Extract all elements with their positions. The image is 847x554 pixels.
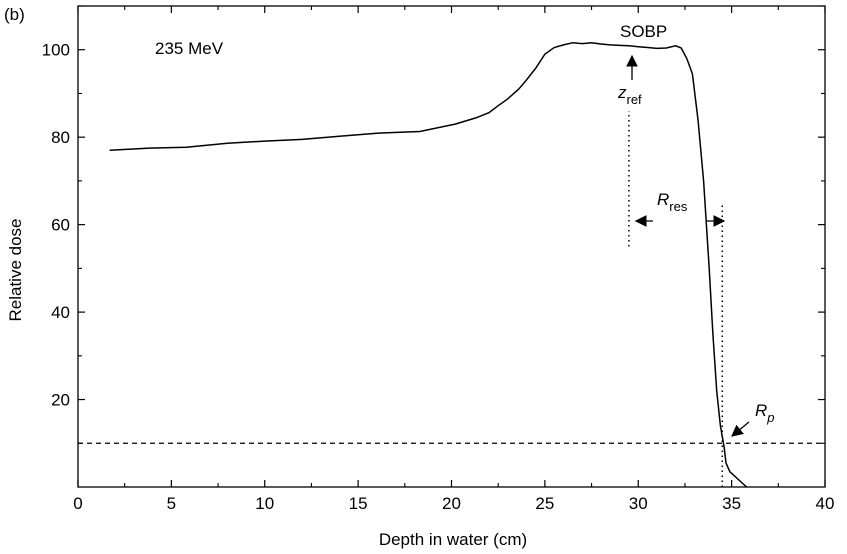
- panel-label: (b): [4, 5, 25, 24]
- x-tick-label: 25: [535, 494, 554, 513]
- y-tick-label: 100: [42, 41, 70, 60]
- x-tick-label: 0: [73, 494, 82, 513]
- x-axis-title: Depth in water (cm): [379, 530, 527, 549]
- x-axis-ticks: 0 5 10 15 20 25 30 35 40: [73, 6, 834, 513]
- energy-label: 235 MeV: [155, 39, 224, 58]
- y-tick-label: 40: [51, 303, 70, 322]
- y-axis-ticks: 20 40 60 80 100: [42, 5, 825, 444]
- x-tick-label: 10: [255, 494, 274, 513]
- sobp-label: SOBP: [620, 22, 667, 41]
- x-tick-label: 40: [816, 494, 835, 513]
- x-tick-label: 35: [722, 494, 741, 513]
- zref-label: zref: [617, 83, 642, 107]
- y-tick-label: 60: [51, 216, 70, 235]
- x-tick-label: 5: [167, 494, 176, 513]
- y-axis-title: Relative dose: [6, 218, 25, 321]
- dose-curve: [109, 41, 748, 488]
- y-tick-label: 80: [51, 128, 70, 147]
- x-tick-label: 30: [629, 494, 648, 513]
- rres-label: Rres: [657, 190, 688, 214]
- x-tick-label: 20: [442, 494, 461, 513]
- rp-arrow: [731, 421, 750, 437]
- y-tick-label: 20: [51, 391, 70, 410]
- x-tick-label: 15: [349, 494, 368, 513]
- rp-label: Rp: [755, 401, 775, 425]
- plot-frame: [77, 5, 826, 488]
